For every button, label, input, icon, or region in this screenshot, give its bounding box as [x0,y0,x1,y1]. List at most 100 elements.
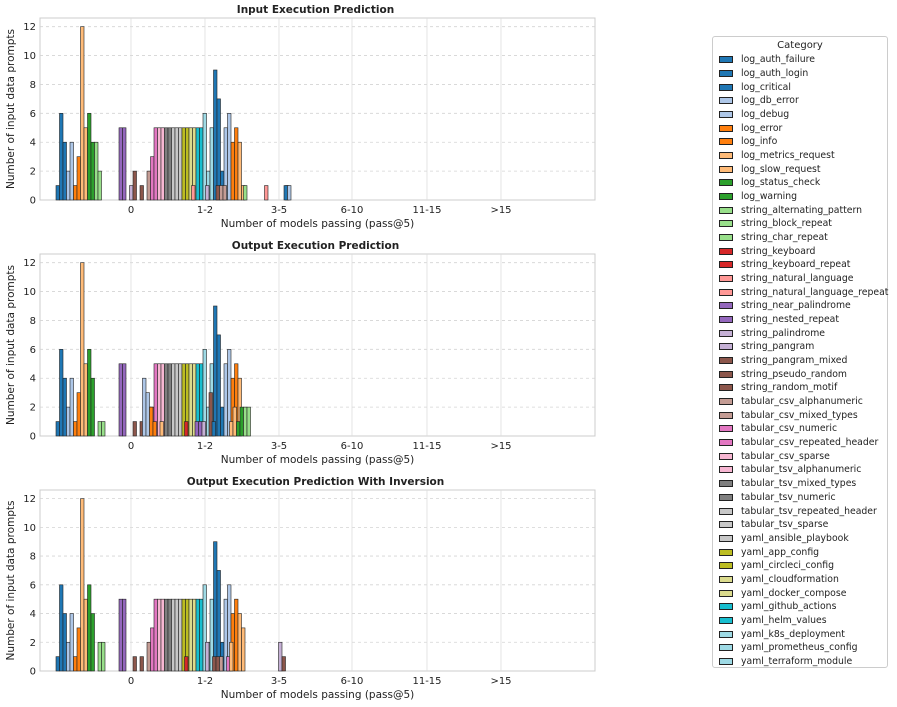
legend-item: yaml_helm_values [719,614,881,628]
legend-item: tabular_csv_repeated_header [719,436,881,450]
bar [164,363,169,437]
bar [229,641,234,672]
bar [139,656,144,672]
legend-swatch [719,370,733,378]
y-tick-label: 6 [30,580,36,591]
bar [208,392,213,437]
bar [199,598,204,672]
bar [66,170,71,201]
y-tick-label: 6 [30,345,36,356]
legend-label: tabular_tsv_alphanumeric [741,464,862,476]
bar [215,656,220,672]
x-tick-label: >15 [490,676,511,687]
x-axis-label: Number of models passing (pass@5) [221,454,415,466]
chart-output-execution-prediction-with-inversion: 0 2 4 6 8 10 12 0 1-2 3-5 6-10 11-15 >15 Number of mo… [5,476,596,701]
bar [167,598,172,672]
bar [201,421,206,437]
bar [157,127,162,201]
y-tick-label: 4 [30,609,36,620]
legend-swatch [719,452,733,460]
y-tick-label: 2 [30,167,36,178]
chart-title: Output Execution Prediction [232,240,399,252]
legend-item: string_palindrome [719,326,881,340]
legend-swatch [719,644,733,652]
bar [90,377,95,437]
y-axis-label: Number of input data prompts [5,265,17,425]
legend-item: tabular_csv_alphanumeric [719,395,881,409]
bar [281,656,286,672]
legend-item: yaml_github_actions [719,600,881,614]
legend-label: tabular_tsv_numeric [741,491,836,503]
bar [239,406,244,437]
legend-label: log_auth_failure [741,54,815,66]
x-tick-label: 0 [128,205,134,216]
legend-item: string_nested_repeat [719,313,881,327]
bar [184,656,189,672]
bar [80,262,85,437]
legend-swatch [719,288,733,296]
bar [83,598,88,672]
bar [219,656,224,672]
bar [55,185,60,201]
legend-swatch [719,603,733,611]
legend-swatch [719,493,733,501]
legend-swatch [719,83,733,91]
bar [152,421,157,437]
bar [59,584,64,672]
legend-label: yaml_circleci_config [741,560,835,572]
bar [122,363,127,437]
legend-item: tabular_csv_mixed_types [719,408,881,422]
bar [76,627,81,672]
legend-swatch [719,521,733,529]
legend-label: tabular_csv_repeated_header [741,437,879,449]
bar [118,363,123,437]
legend-swatch [719,589,733,597]
legend-item: tabular_csv_numeric [719,422,881,436]
legend-label: yaml_terraform_module [741,655,853,667]
legend-swatch [719,466,733,474]
bar [80,498,85,672]
bar [227,113,232,201]
bar [118,127,123,201]
legend-item: yaml_circleci_config [719,559,881,573]
x-tick-label: >15 [490,205,511,216]
chart-title: Input Execution Prediction [237,4,394,16]
legend-items: log_auth_failure log_auth_login log_critic… [719,53,888,668]
bar [142,377,147,437]
bar [118,598,123,672]
legend-item: tabular_tsv_alphanumeric [719,463,881,477]
bar [205,185,210,201]
bar [76,392,81,437]
x-tick-label: 6-10 [341,205,364,216]
chart-output-execution-prediction: 0 2 4 6 8 10 12 0 1-2 3-5 6-10 11-15 >15 Number of mo… [5,240,596,466]
bar [146,641,151,672]
legend-swatch [719,562,733,570]
legend-swatch [719,302,733,310]
bar [94,141,99,201]
bar [73,421,78,437]
legend-label: yaml_cloudformation [741,573,839,585]
bar [164,127,169,201]
bar [216,98,221,201]
legend-swatch [719,316,733,324]
bar [213,541,218,672]
legend-item: string_pseudo_random [719,367,881,381]
legend-swatch [719,329,733,337]
legend-swatch [719,357,733,365]
bar [174,363,179,437]
legend-label: yaml_github_actions [741,601,837,613]
legend-title: Category [777,40,823,51]
bar [198,421,203,437]
legend-label: log_auth_login [741,68,809,79]
legend-swatch [719,111,733,119]
bar [230,141,235,201]
legend-label: string_char_repeat [741,232,828,244]
bar [220,406,225,437]
legend-item: string_natural_language [719,272,881,286]
legend-item: yaml_app_config [719,545,881,559]
bar [97,170,102,201]
bar [83,127,88,201]
bar [232,406,237,437]
bar [283,185,288,201]
legend-label: string_block_repeat [741,218,832,230]
